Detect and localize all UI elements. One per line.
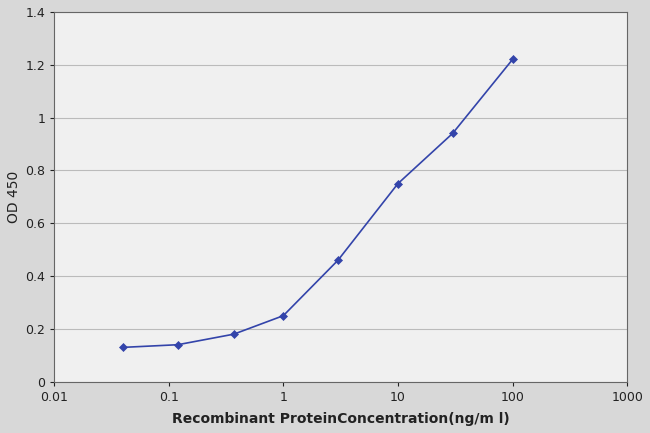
X-axis label: Recombinant ProteinConcentration(ng/m l): Recombinant ProteinConcentration(ng/m l) xyxy=(172,412,510,426)
Y-axis label: OD 450: OD 450 xyxy=(7,171,21,223)
